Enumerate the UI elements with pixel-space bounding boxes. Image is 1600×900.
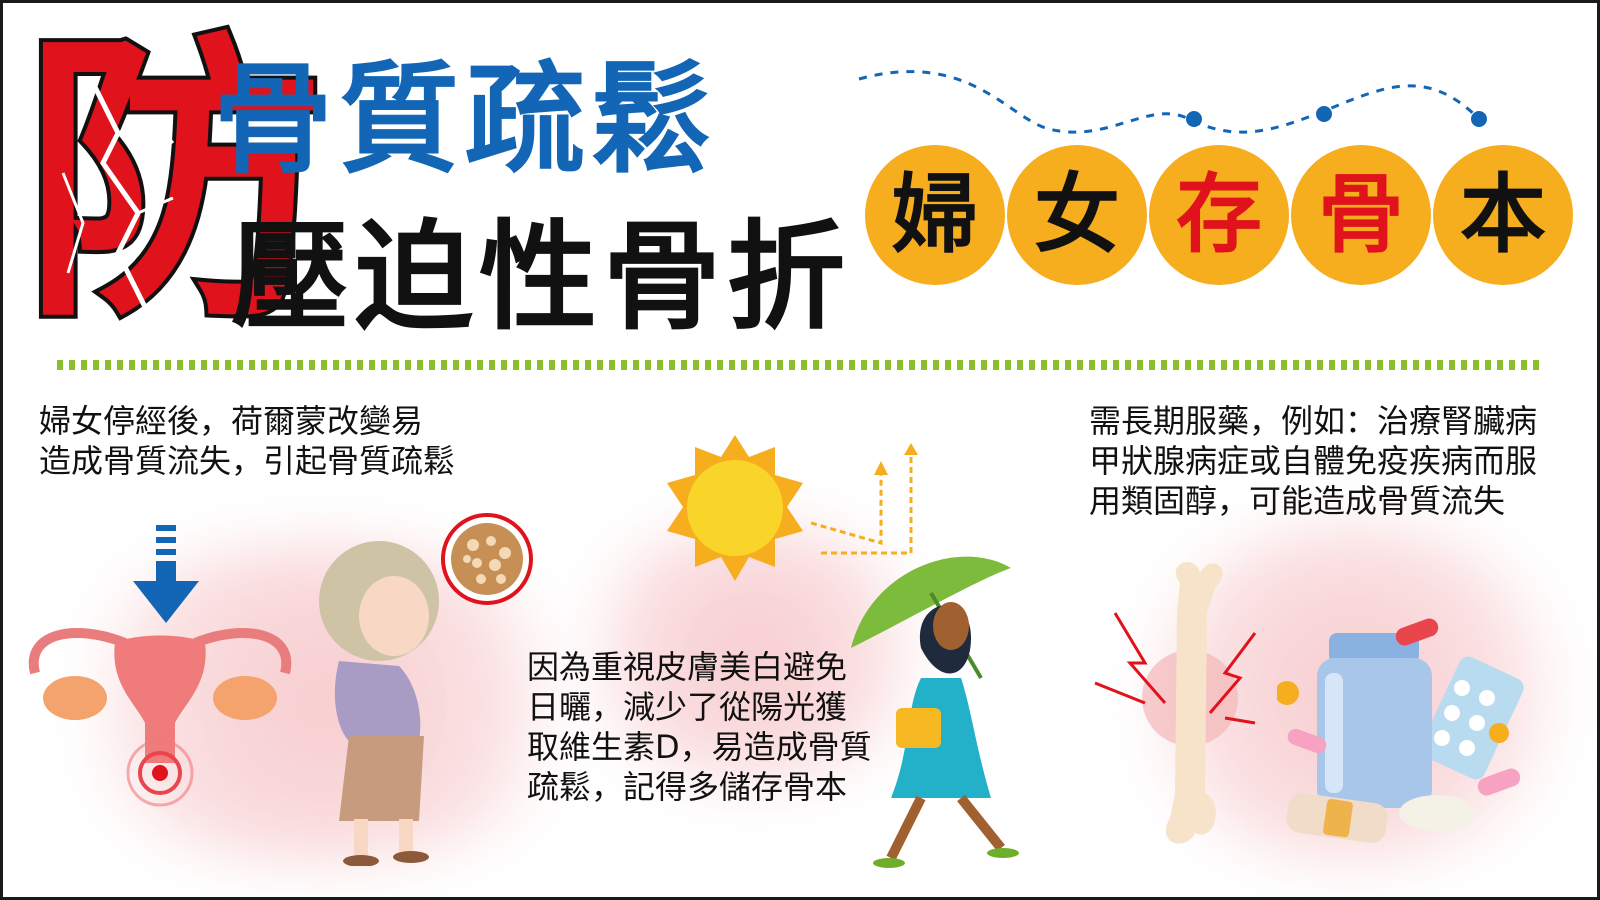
green-divider xyxy=(57,360,1545,370)
uterus-icon xyxy=(28,628,292,807)
down-arrow-icon xyxy=(133,525,199,623)
text-line: 日曬，減少了從陽光獲 xyxy=(527,688,848,726)
badge-circle: 本 xyxy=(1433,145,1573,285)
text-line: 因為重視皮膚美白避免 xyxy=(527,648,848,686)
badge-circles: 婦 女 存 骨 本 xyxy=(865,145,1573,291)
text-line: 需長期服藥，例如：治療腎臟病 xyxy=(1089,402,1538,440)
sunlight-text: 因為重視皮膚美白避免 日曬，減少了從陽光獲 取維生素D，易造成骨質 疏鬆，記得多… xyxy=(527,647,872,807)
badge-circle: 骨 xyxy=(1291,145,1431,285)
lightning-crack-icon xyxy=(61,81,175,325)
badge-circle: 婦 xyxy=(865,145,1005,285)
reflection-arrows-icon xyxy=(811,443,918,555)
text-line: 婦女停經後，荷爾蒙改變易 xyxy=(39,402,424,440)
badge-circle: 存 xyxy=(1149,145,1289,285)
medication-text: 需長期服藥，例如：治療腎臟病 甲狀腺病症或自體免疫疾病而服 用類固醇，可能造成骨… xyxy=(1089,401,1537,521)
bone-fracture-icon xyxy=(1094,562,1257,844)
text-line: 造成骨質流失，引起骨質疏鬆 xyxy=(39,442,456,480)
text-line: 甲狀腺病症或自體免疫疾病而服 xyxy=(1089,442,1538,480)
umbrella-woman-icon xyxy=(851,556,1019,868)
medicine-bottle-icon xyxy=(1277,618,1524,843)
sun-icon xyxy=(667,435,803,581)
bone-texture-icon xyxy=(441,513,533,605)
pink-watercolor-blob xyxy=(563,523,943,783)
title-main: 骨質疏鬆 xyxy=(213,51,717,190)
text-line: 用類固醇，可能造成骨質流失 xyxy=(1089,482,1506,520)
dotted-wave-decoration xyxy=(858,70,1487,134)
title-sub: 壓迫性骨折 xyxy=(231,208,852,346)
text-line: 疏鬆，記得多儲存骨本 xyxy=(527,768,848,806)
menopause-text: 婦女停經後，荷爾蒙改變易 造成骨質流失，引起骨質疏鬆 xyxy=(39,401,455,481)
elderly-woman-icon xyxy=(319,541,439,866)
text-line: 取維生素D，易造成骨質 xyxy=(527,728,872,766)
badge-circle: 女 xyxy=(1007,145,1147,285)
